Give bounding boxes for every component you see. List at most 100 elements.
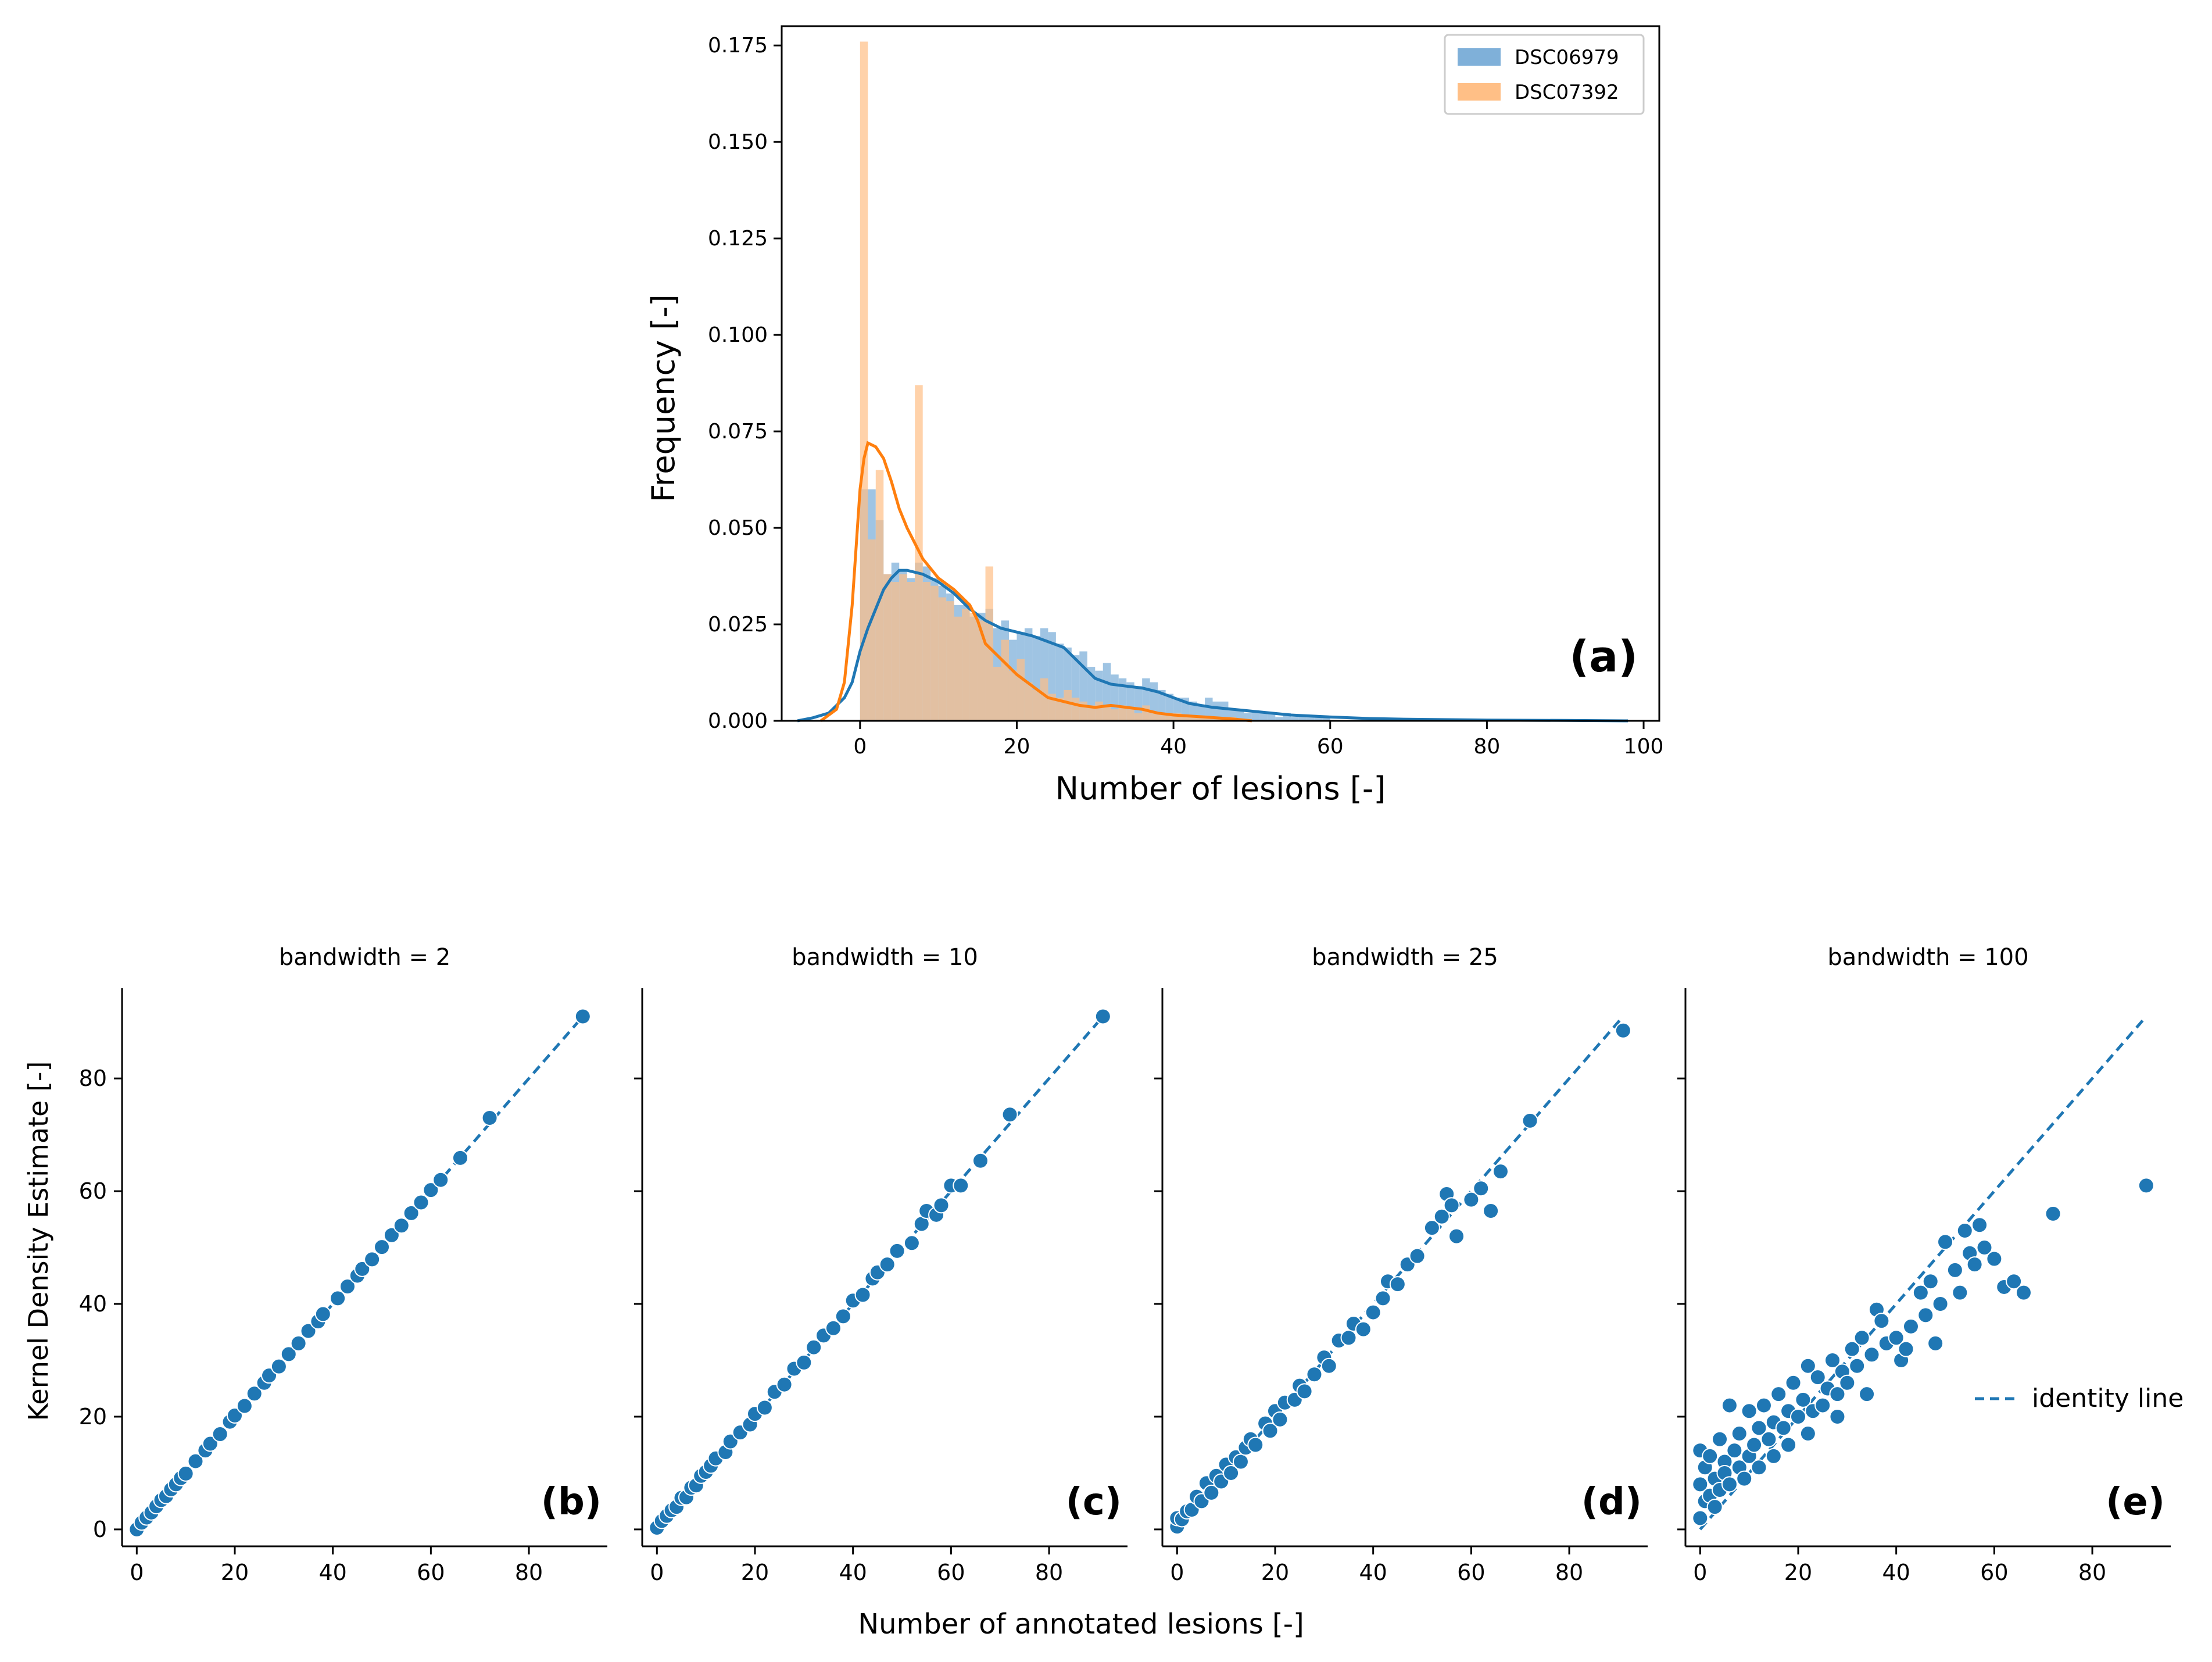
scatter-panel-b: 0 20 40 60 80 0 20 40 60 80 bandwidth = 2 (b) — [79, 944, 607, 1585]
histogram-bar — [1126, 709, 1134, 721]
panel-label: (e) — [2106, 1481, 2165, 1524]
series-dsc07392-histogram — [860, 41, 1252, 721]
scatter-point — [1839, 1374, 1856, 1391]
scatter-point — [403, 1204, 420, 1221]
histogram-bar — [1134, 713, 1143, 721]
histogram-bar — [883, 574, 892, 721]
scatter-point — [1799, 1357, 1816, 1374]
histogram-bar — [1071, 698, 1080, 721]
histogram-bar — [1016, 659, 1025, 721]
scatter-point — [1448, 1228, 1465, 1245]
scatter-point — [1692, 1510, 1709, 1527]
scatter-point — [339, 1278, 356, 1295]
x-tick-label: 60 — [937, 1560, 965, 1585]
histogram-bar — [954, 616, 962, 721]
scatter-point — [383, 1227, 400, 1243]
scatter-point — [1355, 1321, 1372, 1338]
legend-swatch-dsc06979 — [1458, 48, 1501, 66]
scatter-point — [1844, 1341, 1860, 1357]
scatter-point — [270, 1358, 287, 1375]
panel-title: bandwidth = 100 — [1827, 944, 2028, 971]
histogram-bar — [1055, 698, 1064, 721]
histogram-bar — [1040, 678, 1048, 721]
scatter-point — [1492, 1163, 1509, 1180]
y-tick-label: 0.050 — [708, 516, 768, 540]
histogram-bar — [1024, 682, 1033, 721]
scatter-point — [1751, 1420, 1767, 1436]
histogram-bar — [1150, 713, 1158, 721]
histogram-bar — [1095, 701, 1103, 721]
scatter-point — [1760, 1431, 1777, 1447]
x-tick-label: 100 — [1624, 735, 1664, 759]
x-tick-label: 40 — [1359, 1560, 1387, 1585]
legend-label-dsc06979: DSC06979 — [1515, 46, 1619, 69]
scatter-point — [1706, 1499, 1723, 1516]
histogram-bar — [1267, 713, 1276, 721]
y-tick-label: 0.075 — [708, 420, 768, 444]
scatter-point — [1795, 1391, 1812, 1408]
scatter-point — [330, 1290, 346, 1307]
histogram-bar — [1236, 709, 1244, 721]
histogram-bar — [1197, 717, 1205, 721]
x-tick-label: 20 — [221, 1560, 249, 1585]
scatter-point — [187, 1453, 204, 1470]
histogram-bar — [1001, 639, 1009, 721]
shared-x-axis-label: Number of annotated lesions [-] — [858, 1608, 1304, 1640]
panel-title: bandwidth = 2 — [279, 944, 450, 971]
histogram-bar — [868, 539, 876, 721]
scatter-point — [1272, 1411, 1288, 1428]
scatter-point — [1927, 1335, 1944, 1352]
scatter-point — [1001, 1106, 1018, 1123]
scatter-point — [1976, 1239, 1993, 1256]
scatter-point — [1522, 1112, 1538, 1129]
scatter-point — [1946, 1261, 1963, 1278]
scatter-point — [2138, 1177, 2154, 1194]
x-tick-label: 60 — [1317, 735, 1344, 759]
scatter-point — [314, 1306, 331, 1323]
scatter-point — [1721, 1397, 1738, 1414]
x-tick-label: 0 — [130, 1560, 144, 1585]
x-tick-label: 80 — [515, 1560, 543, 1585]
scatter-point — [374, 1239, 391, 1256]
scatter-point — [354, 1260, 371, 1277]
scatter-point — [1863, 1346, 1880, 1363]
scatter-point — [1956, 1222, 1973, 1239]
histogram-bar — [993, 667, 1001, 721]
scatter-point — [1849, 1357, 1866, 1374]
x-axis-label: Number of lesions [-] — [1055, 770, 1386, 807]
histogram-bar — [985, 566, 994, 721]
scatter-point — [933, 1197, 950, 1214]
y-axis-ticks: 0.000 0.025 0.050 0.075 0.100 0.125 0.150 0.175 — [708, 34, 782, 733]
scatter-point — [1814, 1397, 1831, 1414]
scatter-point — [1365, 1304, 1381, 1321]
histogram-bar — [1322, 717, 1330, 721]
scatter-point — [1296, 1383, 1313, 1400]
shared-y-axis-label: Kernel Density Estimate [-] — [23, 1061, 54, 1421]
scatter-point — [1721, 1476, 1738, 1493]
scatter-point — [423, 1182, 439, 1199]
scatter-point — [1692, 1476, 1709, 1493]
histogram-bar — [1118, 705, 1127, 721]
histogram-bar — [1251, 713, 1260, 721]
scatter-panel-d: 0 20 40 60 80 bandwidth = 25 (d) — [1154, 944, 1648, 1585]
scatter-point — [1829, 1386, 1846, 1403]
scatter-point — [432, 1171, 449, 1188]
scatter-point — [1912, 1284, 1929, 1301]
scatter-point — [212, 1426, 228, 1443]
scatter-point — [246, 1385, 263, 1402]
scatter-point — [1615, 1022, 1631, 1039]
scatter-point — [393, 1217, 410, 1234]
x-tick-label: 60 — [1457, 1560, 1485, 1585]
panel-label: (a) — [1569, 632, 1638, 682]
histogram-bar — [1103, 705, 1111, 721]
histogram-bar — [1134, 686, 1143, 721]
x-tick-label: 20 — [1261, 1560, 1289, 1585]
scatter-point — [226, 1407, 243, 1424]
histogram-bar — [1008, 670, 1017, 721]
histogram-bar — [1064, 689, 1072, 721]
histogram-bar — [978, 620, 986, 721]
scatter-point — [835, 1308, 851, 1325]
scatter-point — [1770, 1386, 1787, 1403]
x-tick-label: 20 — [1784, 1560, 1812, 1585]
